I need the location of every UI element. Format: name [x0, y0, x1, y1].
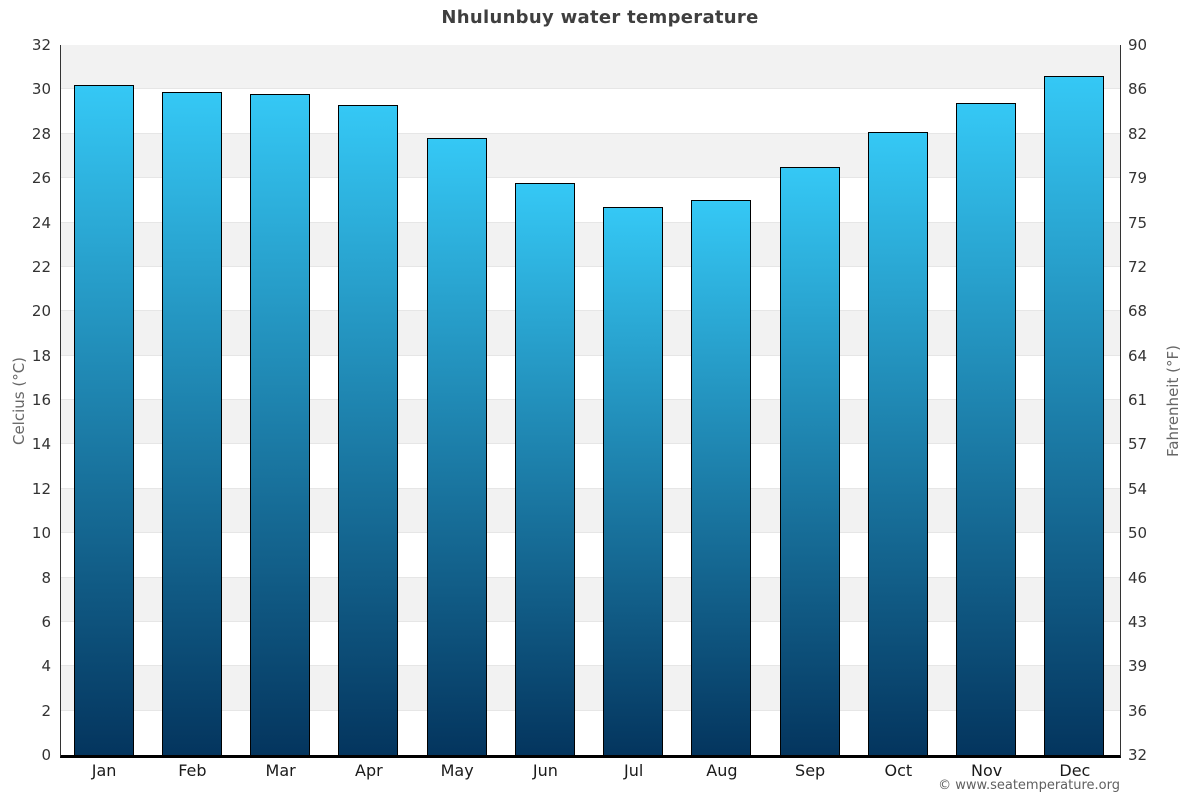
celsius-tick-20: 20 — [31, 302, 51, 321]
plot-band — [61, 89, 1120, 134]
celsius-tick-10: 10 — [31, 524, 51, 543]
month-label-nov: Nov — [971, 761, 1003, 780]
month-label-apr: Apr — [355, 761, 383, 780]
celsius-tick-8: 8 — [41, 568, 51, 587]
plot-band — [61, 400, 1120, 445]
celsius-tick-22: 22 — [31, 257, 51, 276]
celsius-tick-12: 12 — [31, 479, 51, 498]
bar-jun[interactable] — [514, 182, 575, 755]
plot-band — [61, 621, 1120, 667]
plot-band — [61, 178, 1120, 223]
celsius-tick-14: 14 — [31, 435, 51, 454]
fahrenheit-tick-86: 86 — [1128, 80, 1148, 99]
plot-band — [61, 133, 1120, 179]
fahrenheit-tick-90: 90 — [1128, 36, 1148, 54]
fahrenheit-tick-68: 68 — [1128, 302, 1148, 321]
plot-band — [61, 666, 1120, 711]
celsius-tick-32: 32 — [31, 36, 51, 54]
month-label-mar: Mar — [265, 761, 296, 780]
plot-band — [61, 311, 1120, 356]
celsius-tick-26: 26 — [31, 169, 51, 188]
fahrenheit-tick-75: 75 — [1128, 213, 1148, 232]
celsius-tick-18: 18 — [31, 346, 51, 365]
fahrenheit-tick-79: 79 — [1128, 169, 1148, 188]
bar-apr[interactable] — [338, 104, 399, 755]
bar-jul[interactable] — [603, 206, 664, 755]
plot-band — [61, 444, 1120, 489]
fahrenheit-tick-43: 43 — [1128, 612, 1148, 631]
bar-jan[interactable] — [73, 84, 134, 755]
celsius-tick-30: 30 — [31, 80, 51, 99]
celsius-axis-title: Celcius (°C) — [10, 356, 28, 446]
fahrenheit-tick-46: 46 — [1128, 568, 1148, 587]
fahrenheit-tick-61: 61 — [1128, 391, 1148, 409]
fahrenheit-tick-54: 54 — [1128, 479, 1148, 498]
month-label-sep: Sep — [795, 761, 826, 780]
fahrenheit-tick-32: 32 — [1128, 746, 1148, 764]
bar-mar[interactable] — [250, 93, 311, 755]
bar-aug[interactable] — [691, 200, 752, 755]
bar-may[interactable] — [426, 138, 487, 755]
bar-nov[interactable] — [956, 102, 1017, 755]
plot-band — [61, 222, 1120, 267]
fahrenheit-tick-50: 50 — [1128, 524, 1148, 543]
month-label-feb: Feb — [178, 761, 207, 780]
plot-band — [61, 533, 1120, 578]
bar-dec[interactable] — [1044, 76, 1105, 755]
fahrenheit-tick-82: 82 — [1128, 124, 1148, 143]
month-label-aug: Aug — [706, 761, 738, 780]
copyright-notice: © www.seatemperature.org — [938, 778, 1120, 793]
plot-band — [61, 488, 1120, 534]
month-label-dec: Dec — [1059, 761, 1091, 780]
month-label-jan: Jan — [91, 761, 117, 780]
celsius-tick-16: 16 — [31, 391, 51, 409]
fahrenheit-tick-72: 72 — [1128, 257, 1148, 276]
celsius-tick-0: 0 — [41, 746, 51, 764]
month-label-oct: Oct — [884, 761, 913, 780]
plot-band — [61, 355, 1120, 400]
plot-band — [61, 45, 1120, 90]
bar-feb[interactable] — [161, 91, 222, 755]
month-label-may: May — [440, 761, 474, 780]
celsius-tick-2: 2 — [41, 701, 51, 720]
fahrenheit-axis-title: Fahrenheit (°F) — [1164, 345, 1182, 457]
bar-sep[interactable] — [779, 167, 840, 755]
plot-band — [61, 266, 1120, 312]
celsius-tick-24: 24 — [31, 213, 51, 232]
plot-area — [60, 45, 1121, 758]
plot-band — [61, 577, 1120, 622]
fahrenheit-tick-39: 39 — [1128, 657, 1148, 676]
chart-title: Nhulunbuy water temperature — [441, 7, 759, 28]
month-label-jul: Jul — [623, 761, 644, 780]
fahrenheit-tick-64: 64 — [1128, 346, 1148, 365]
fahrenheit-tick-36: 36 — [1128, 701, 1148, 720]
celsius-tick-4: 4 — [41, 657, 51, 676]
month-label-jun: Jun — [532, 761, 558, 780]
fahrenheit-tick-57: 57 — [1128, 435, 1148, 454]
celsius-tick-6: 6 — [41, 612, 51, 631]
celsius-tick-28: 28 — [31, 124, 51, 143]
bar-oct[interactable] — [867, 131, 928, 755]
plot-band — [61, 710, 1120, 755]
